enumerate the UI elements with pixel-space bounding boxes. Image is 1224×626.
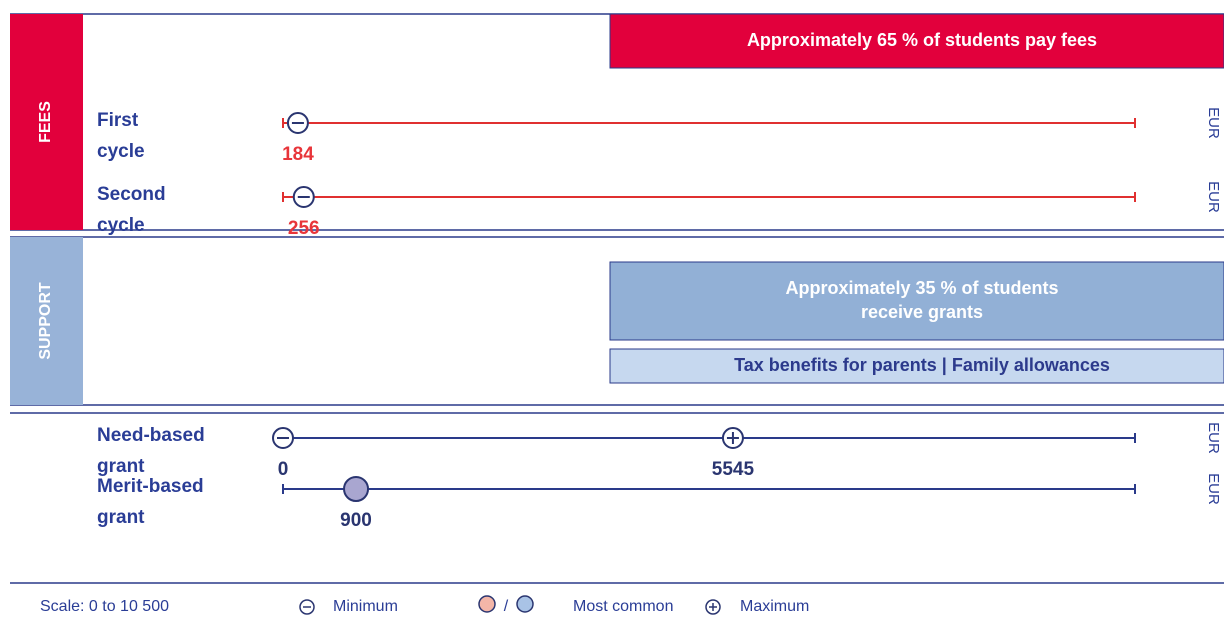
legend-separator: /	[504, 598, 509, 615]
row-label: cycle	[97, 215, 145, 236]
row-label: grant	[97, 507, 145, 528]
unit: EUR	[1205, 107, 1222, 139]
legend-label: Minimum	[333, 598, 398, 615]
value-label: 184	[282, 144, 314, 165]
row-label: Need-based	[97, 425, 205, 446]
banner-text: Approximately 65 % of students pay fees	[747, 30, 1097, 50]
banner	[609, 261, 1224, 341]
marker-common	[343, 476, 370, 502]
section-band	[10, 14, 83, 230]
banner-text: Tax benefits for parents | Family allowa…	[734, 355, 1110, 375]
scale-text: Scale: 0 to 10 500	[40, 598, 169, 615]
legend-icon	[516, 595, 534, 613]
legend-label: Most common	[573, 598, 673, 615]
banner	[609, 348, 1224, 384]
value-label: 256	[288, 218, 320, 239]
section-band	[10, 237, 83, 405]
legend-label: Maximum	[740, 598, 809, 615]
banner-text: Approximately 35 % of students	[785, 278, 1058, 298]
unit: EUR	[1205, 181, 1222, 213]
row-label: First	[97, 110, 139, 131]
row-label: Merit-based	[97, 476, 204, 497]
row-label: Second	[97, 184, 166, 205]
section-label: SUPPORT	[37, 282, 54, 360]
unit: EUR	[1205, 422, 1222, 454]
banner-text: receive grants	[861, 302, 983, 322]
banner	[609, 13, 1224, 69]
legend-icon	[478, 595, 496, 613]
unit: EUR	[1205, 473, 1222, 505]
value-label: 0	[278, 459, 289, 480]
value-label: 900	[340, 510, 372, 531]
section-label: FEES	[37, 101, 54, 143]
row-label: cycle	[97, 141, 145, 162]
row-label: grant	[97, 456, 145, 477]
value-label: 5545	[712, 459, 755, 480]
